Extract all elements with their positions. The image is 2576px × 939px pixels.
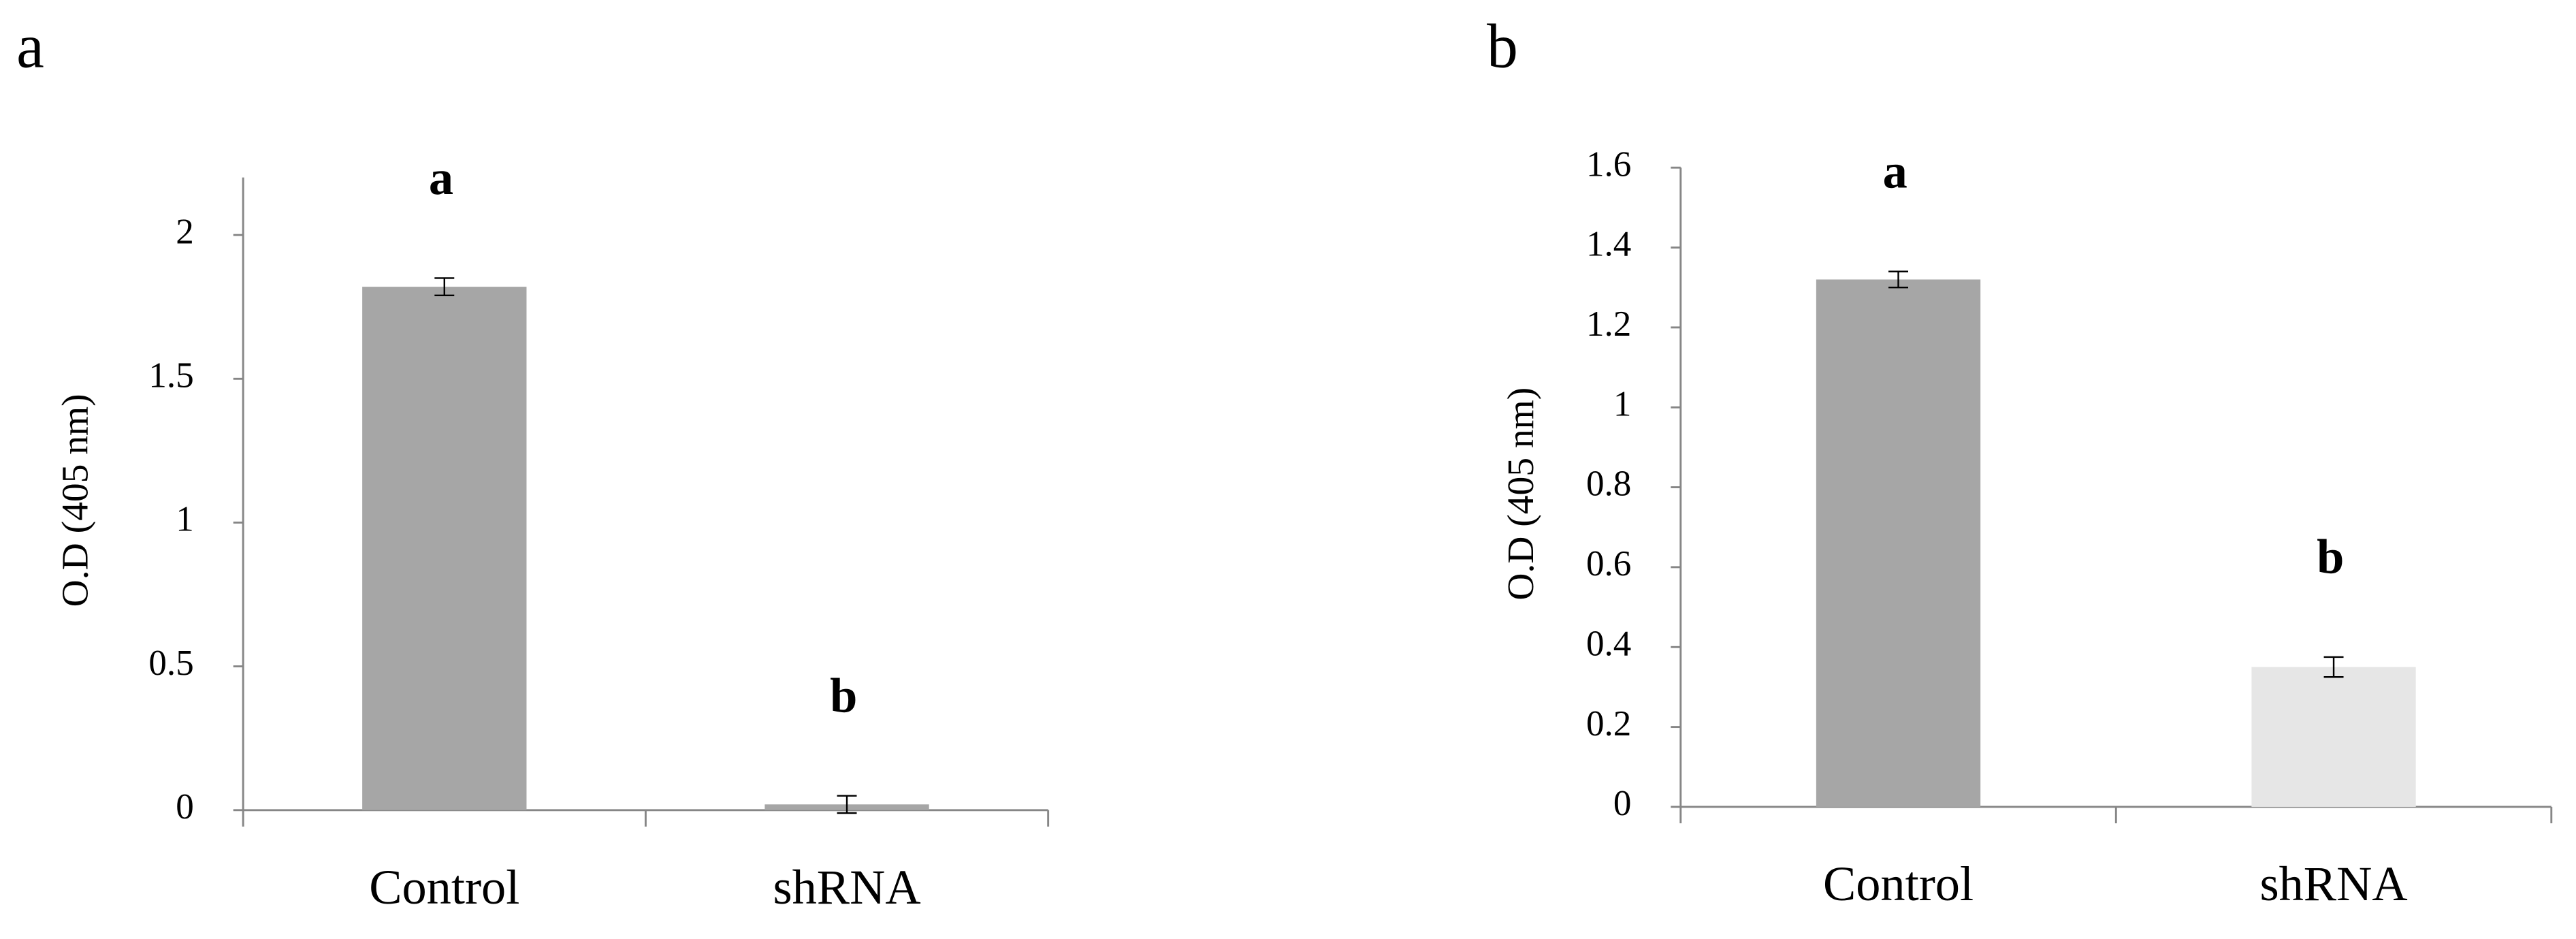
significance-letter: b — [2317, 529, 2344, 584]
y-tick-label: 1.5 — [148, 355, 193, 395]
bar — [1816, 279, 1981, 807]
panel-label: a — [16, 11, 44, 80]
y-tick-label: 0.6 — [1586, 544, 1631, 584]
bar — [2251, 667, 2416, 807]
x-tick-label: shRNA — [773, 859, 920, 914]
bar — [362, 287, 527, 810]
significance-letter: a — [429, 150, 453, 205]
panel-label: b — [1487, 11, 1518, 80]
y-axis-label: O.D (405 nm) — [1500, 387, 1542, 601]
y-tick-label: 0.5 — [148, 643, 193, 683]
y-tick-label: 0.2 — [1586, 704, 1631, 744]
y-tick-label: 1.4 — [1586, 225, 1631, 264]
y-tick-label: 0 — [1613, 784, 1632, 823]
y-tick-label: 0 — [176, 787, 194, 827]
x-tick-label: Control — [1823, 856, 1974, 911]
significance-letter: a — [1883, 143, 1907, 198]
y-tick-label: 0.4 — [1586, 624, 1631, 663]
x-tick-label: Control — [369, 859, 519, 914]
x-tick-label: shRNA — [2259, 856, 2407, 911]
significance-letter: b — [830, 667, 857, 722]
y-tick-label: 0.8 — [1586, 464, 1631, 504]
y-tick-label: 1 — [1613, 384, 1632, 424]
y-axis-label: O.D (405 nm) — [55, 394, 97, 607]
y-tick-label: 1 — [176, 500, 194, 539]
y-tick-label: 1.2 — [1586, 304, 1631, 344]
y-tick-label: 1.6 — [1586, 144, 1631, 184]
y-tick-label: 2 — [176, 212, 194, 251]
